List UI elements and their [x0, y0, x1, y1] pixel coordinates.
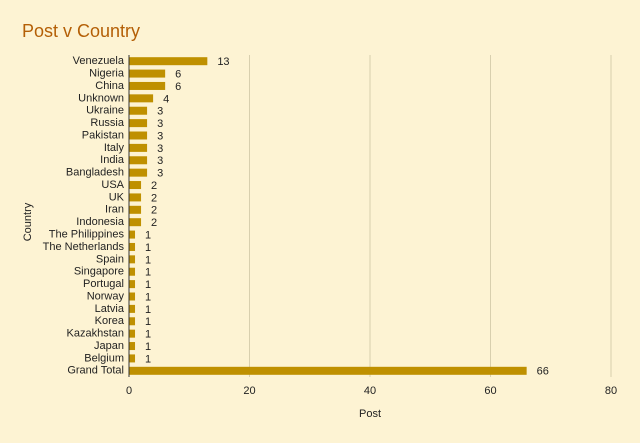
bar: [129, 366, 527, 375]
bar: [129, 143, 148, 152]
y-tick-label: Iran: [105, 204, 124, 216]
x-tick-label: 20: [243, 385, 255, 397]
x-tick-label: 0: [126, 385, 132, 397]
y-tick-label: UK: [109, 191, 125, 203]
value-label: 1: [145, 353, 151, 365]
y-tick-label: Japan: [94, 340, 124, 352]
value-label: 13: [217, 56, 229, 68]
bar: [129, 168, 148, 177]
bar: [129, 342, 136, 351]
value-label: 3: [157, 168, 163, 180]
value-label: 2: [151, 217, 157, 229]
value-label: 6: [175, 68, 181, 80]
value-label: 3: [157, 130, 163, 142]
y-tick-label: Ukraine: [86, 105, 124, 117]
value-label: 2: [151, 180, 157, 192]
bar: [129, 131, 148, 140]
bar: [129, 317, 136, 326]
x-tick-label: 60: [484, 385, 496, 397]
bar: [129, 106, 148, 115]
y-tick-label: Singapore: [74, 266, 124, 278]
y-tick-label: USA: [101, 179, 124, 191]
x-axis-label: Post: [359, 408, 381, 420]
y-tick-label: Belgium: [84, 352, 124, 364]
bar: [129, 181, 142, 190]
y-tick-label: Indonesia: [76, 216, 125, 228]
bar: [129, 255, 136, 264]
y-tick-label: Kazakhstan: [67, 328, 124, 340]
y-tick-label: Grand Total: [67, 365, 124, 377]
value-label: 1: [145, 329, 151, 341]
y-tick-label: Korea: [95, 315, 125, 327]
y-tick-label: Portugal: [83, 278, 124, 290]
value-label: 66: [537, 366, 549, 378]
value-label: 1: [145, 242, 151, 254]
x-tick-label: 40: [364, 385, 376, 397]
y-tick-label: Unknown: [78, 92, 124, 104]
bar: [129, 119, 148, 128]
bar: [129, 69, 166, 78]
x-tick-label: 80: [605, 385, 617, 397]
value-label: 3: [157, 106, 163, 118]
y-tick-label: Russia: [90, 117, 125, 129]
bar: [129, 304, 136, 313]
value-label: 3: [157, 118, 163, 130]
y-tick-label: Norway: [87, 290, 125, 302]
value-label: 1: [145, 279, 151, 291]
bar: [129, 81, 166, 90]
value-label: 1: [145, 254, 151, 266]
y-tick-label: India: [100, 154, 125, 166]
bar: [129, 280, 136, 289]
bar: [129, 230, 136, 239]
value-label: 6: [175, 81, 181, 93]
bar: [129, 292, 136, 301]
y-tick-label: The Philippines: [49, 228, 125, 240]
bar: [129, 329, 136, 338]
value-label: 1: [145, 316, 151, 328]
y-tick-label: Venezuela: [73, 55, 125, 67]
y-tick-label: China: [95, 80, 125, 92]
value-label: 4: [163, 93, 169, 105]
value-label: 2: [151, 205, 157, 217]
y-tick-label: Latvia: [95, 303, 125, 315]
value-label: 1: [145, 304, 151, 316]
bar: [129, 156, 148, 165]
y-tick-label: Italy: [104, 142, 125, 154]
bar: [129, 218, 142, 227]
value-label: 1: [145, 229, 151, 241]
bar: [129, 354, 136, 363]
chart-title: Post v Country: [22, 21, 140, 41]
value-label: 1: [145, 341, 151, 353]
y-tick-label: The Netherlands: [43, 241, 125, 253]
y-tick-label: Spain: [96, 253, 124, 265]
bar: [129, 94, 154, 103]
value-label: 1: [145, 291, 151, 303]
y-axis-label: Country: [22, 202, 34, 241]
bar: [129, 57, 208, 66]
bar: [129, 205, 142, 214]
y-tick-label: Nigeria: [89, 67, 125, 79]
value-label: 3: [157, 155, 163, 167]
value-label: 3: [157, 143, 163, 155]
y-tick-label: Bangladesh: [66, 167, 124, 179]
value-label: 1: [145, 267, 151, 279]
bar: [129, 193, 142, 202]
y-tick-label: Pakistan: [82, 129, 124, 141]
value-label: 2: [151, 192, 157, 204]
bar: [129, 242, 136, 251]
bar: [129, 267, 136, 276]
